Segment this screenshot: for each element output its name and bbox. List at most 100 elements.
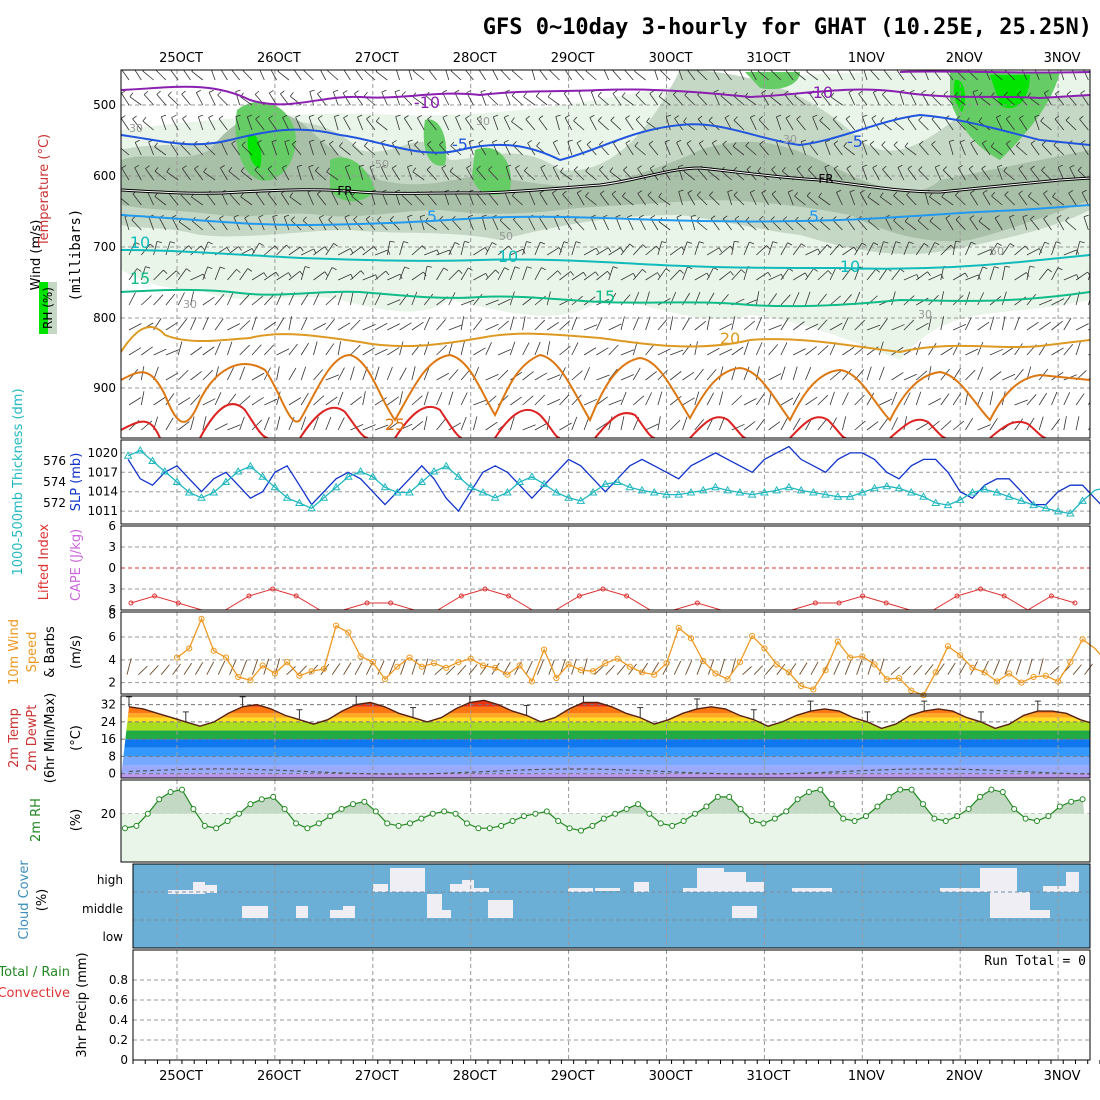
wind-barb: [880, 196, 892, 206]
wind-barb: [394, 91, 400, 106]
wind-barb: [669, 246, 682, 256]
wind-barb: [1079, 118, 1089, 131]
wind-barb: [812, 116, 819, 131]
wind-barb: [645, 371, 657, 381]
contour-20: [121, 325, 1090, 354]
wind-barb-10m: [183, 662, 193, 675]
thickness-point: [674, 490, 684, 498]
wind-barb: [460, 299, 475, 306]
wind-speed-point: [957, 652, 964, 659]
rh-point: [509, 818, 516, 824]
wind-speed-point: [284, 659, 291, 666]
wind-barb: [863, 70, 868, 81]
wind-speed-point: [822, 666, 829, 674]
wind-barb: [928, 316, 932, 331]
wind-barb-flag: [950, 244, 955, 250]
wind-barb: [540, 167, 548, 181]
wind-barb: [842, 369, 852, 381]
wind-barb: [915, 271, 928, 281]
rh-point: [600, 815, 607, 822]
wind-barb: [414, 194, 425, 206]
wind-barb-flag: [1077, 166, 1082, 171]
wind-barb: [1067, 143, 1077, 156]
wind-barb: [977, 292, 985, 306]
wind-barb-flag: [495, 269, 500, 274]
wind-barb-flag: [1065, 216, 1070, 222]
wind-barb-flag: [342, 90, 348, 94]
wind-barb: [165, 393, 175, 406]
wind-barb-flag: [637, 165, 642, 169]
wind-barb-flag: [709, 191, 714, 196]
wind-barb: [195, 92, 204, 106]
wind-barb: [878, 366, 885, 381]
wind-barb-flag: [771, 190, 777, 195]
temp-band: [121, 747, 1090, 757]
wind-barb-flag: [832, 115, 838, 120]
wind-barb-10m: [1004, 659, 1011, 675]
wind-barb: [276, 244, 287, 256]
wind-barb: [352, 145, 363, 156]
wind-speed-point: [1006, 670, 1013, 677]
wind-barb: [497, 298, 511, 306]
wind-barb: [240, 196, 253, 206]
cloud-block: [450, 884, 462, 892]
wind-barb-flag: [982, 266, 988, 270]
y-tick-label: 0.6: [109, 993, 128, 1007]
wind-barb-10m: [491, 662, 500, 675]
li-point: [482, 586, 488, 592]
wind-barb: [436, 267, 444, 281]
wind-speed-point: [785, 669, 792, 676]
wind-barb-10m: [776, 663, 786, 675]
wind-barb-flag: [845, 115, 851, 120]
rh-point: [908, 786, 915, 793]
wind-barb: [214, 392, 222, 406]
wind-barb: [982, 192, 991, 206]
wind-barb-flag: [198, 114, 204, 118]
wind-speed-point: [846, 654, 854, 661]
rh-point: [429, 810, 436, 817]
wind-barb-flag: [465, 115, 470, 119]
cloud-block: [1043, 886, 1068, 892]
rh-point: [441, 808, 448, 815]
wind-barb-flag: [257, 140, 262, 144]
wind-barb: [267, 193, 277, 206]
wind-speed-point: [1042, 672, 1049, 679]
wind-barb-flag: [320, 139, 326, 143]
wind-barb: [942, 169, 954, 181]
wind-barb: [227, 424, 241, 431]
wind-barb: [657, 416, 661, 431]
ylabel-precip-2: Convective: [0, 986, 70, 1001]
wind-speed-point: [1018, 679, 1025, 686]
wind-barb: [193, 144, 204, 156]
wind-barb: [366, 118, 376, 131]
li-point: [128, 600, 134, 606]
thickness-point: [368, 472, 378, 480]
wind-barb-flag: [302, 216, 307, 221]
wind-barb: [357, 116, 364, 131]
wind-barb-flag: [263, 272, 267, 278]
wind-speed-point: [920, 692, 927, 699]
wind-barb: [337, 248, 351, 256]
wind-barb: [861, 141, 868, 156]
wind-barb: [559, 422, 572, 431]
rh-point: [612, 810, 619, 817]
wind-barb: [197, 116, 204, 131]
wind-barb: [128, 268, 138, 281]
y-tick-label: 600: [93, 169, 116, 183]
wind-barb: [313, 246, 325, 256]
wind-barb: [658, 221, 671, 231]
wind-speed-point: [308, 668, 315, 675]
wind-barb-flag: [468, 214, 473, 218]
wind-barb: [202, 317, 209, 331]
wind-barb: [313, 271, 326, 281]
wind-barb: [391, 142, 400, 156]
wind-barb: [128, 292, 136, 306]
wind-barb: [842, 317, 849, 331]
wind-barb: [861, 166, 868, 181]
wind-barb: [318, 217, 327, 231]
wind-barb-flag: [316, 190, 322, 195]
wind-barb: [327, 70, 339, 81]
wind-barb: [768, 421, 781, 431]
wind-barb: [785, 70, 794, 81]
